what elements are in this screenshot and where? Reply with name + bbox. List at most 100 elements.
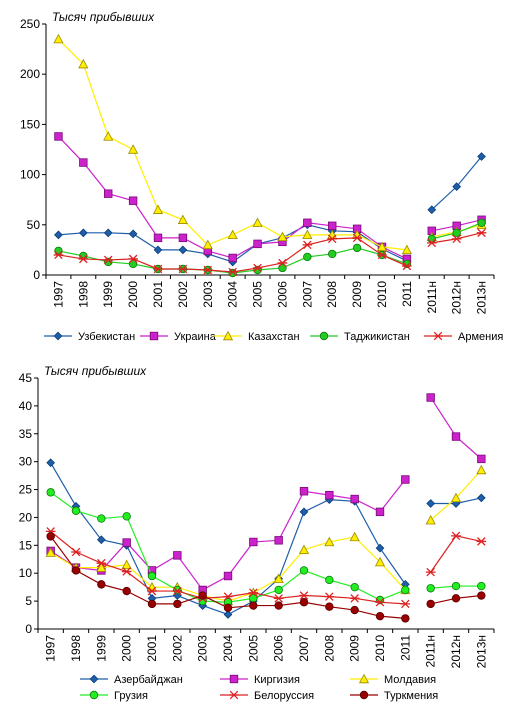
data-point — [177, 214, 188, 224]
data-point — [46, 458, 56, 468]
legend-item: Туркмения — [350, 690, 438, 702]
x-tick-label: 2009 — [348, 635, 362, 662]
data-point — [97, 580, 106, 589]
data-point — [350, 582, 359, 592]
data-point — [252, 263, 263, 273]
data-point — [298, 544, 310, 554]
y-tick-label: 5 — [25, 594, 32, 608]
data-point — [273, 594, 284, 603]
data-point — [198, 591, 207, 600]
y-tick-label: 15 — [19, 538, 33, 552]
data-point — [325, 575, 334, 585]
data-point — [121, 559, 132, 570]
x-tick-label: 2003 — [201, 281, 215, 308]
data-point — [402, 261, 412, 271]
data-point — [53, 250, 64, 260]
legend-item: Белоруссия — [220, 690, 314, 702]
series-Грузия — [46, 488, 486, 607]
y-tick-label: 45 — [19, 371, 33, 385]
data-point — [426, 599, 435, 609]
data-point — [252, 217, 263, 227]
x-tick-label: 2001 — [145, 635, 159, 662]
data-point — [451, 581, 461, 591]
data-point — [153, 233, 163, 243]
data-point — [401, 614, 410, 623]
data-point — [274, 585, 283, 595]
data-point — [476, 493, 486, 503]
data-point — [153, 264, 163, 274]
data-point — [477, 581, 486, 591]
data-point — [103, 255, 114, 265]
legend-label: Таджикистан — [344, 331, 410, 343]
legend-marker — [229, 690, 239, 700]
legend-label: Армения — [458, 331, 503, 343]
data-point — [122, 538, 131, 547]
data-point — [96, 562, 107, 572]
y-tick-label: 25 — [19, 483, 33, 497]
x-tick-label: 1998 — [69, 635, 83, 662]
data-point — [96, 558, 107, 568]
data-point — [173, 599, 182, 609]
data-point — [54, 230, 63, 240]
legend-label: Казахстан — [248, 331, 300, 343]
data-point — [352, 233, 362, 243]
y-tick-label: 150 — [20, 117, 40, 131]
data-point — [45, 547, 56, 557]
y-tick-label: 40 — [19, 399, 33, 413]
legend-item: Грузия — [80, 690, 148, 702]
data-point — [349, 531, 360, 542]
series-line — [430, 535, 482, 573]
x-tick-label: 2012н — [450, 281, 464, 314]
data-point — [451, 432, 461, 441]
legend-item: Молдавия — [350, 673, 436, 686]
data-point — [78, 58, 89, 69]
data-point — [274, 536, 283, 545]
chart-2: Тысяч прибывших 0 5 10 15 20 25 30 35 40 45 1997 199… — [19, 364, 495, 702]
data-point — [299, 598, 309, 607]
x-tick-label: 2007 — [297, 635, 311, 662]
data-point — [325, 602, 334, 611]
data-point — [303, 218, 312, 227]
data-point — [103, 131, 114, 141]
y-tick-label: 0 — [25, 622, 32, 636]
data-point — [426, 238, 437, 248]
x-tick-label: 2006 — [272, 635, 286, 662]
data-point — [97, 514, 106, 523]
legend: Узбекистан Украина Казахстан Таджикистан Арм… — [44, 330, 503, 343]
x-tick-label: 2003 — [196, 635, 210, 662]
data-point — [299, 591, 309, 600]
legend-marker — [433, 331, 443, 341]
legend-label: Молдавия — [384, 674, 436, 686]
data-point — [451, 531, 461, 541]
data-point — [223, 610, 233, 619]
data-point — [426, 584, 435, 593]
data-point — [71, 547, 81, 557]
data-point — [96, 535, 106, 545]
data-point — [277, 231, 288, 242]
legend-item: Узбекистан — [44, 331, 135, 343]
legend-label: Грузия — [114, 690, 148, 702]
x-tick-label: 1999 — [94, 635, 108, 662]
data-point — [303, 252, 312, 262]
data-point — [128, 254, 138, 264]
legend-item: Украина — [140, 331, 217, 343]
y-tick-label: 0 — [33, 268, 40, 282]
data-point — [253, 239, 262, 249]
data-point — [400, 599, 411, 609]
data-point — [223, 592, 233, 601]
data-point — [451, 594, 461, 603]
data-point — [128, 144, 139, 154]
data-point — [153, 245, 163, 255]
data-point — [299, 487, 309, 496]
legend-item: Азербайджан — [80, 674, 183, 686]
series-Армения — [53, 228, 487, 277]
y-tick-label: 30 — [19, 455, 33, 469]
series-Молдавия — [45, 464, 487, 606]
data-point — [178, 264, 188, 274]
data-point — [227, 229, 238, 240]
legend-item: Армения — [424, 331, 503, 343]
data-point — [375, 611, 385, 621]
data-point — [79, 158, 88, 167]
legend-marker — [89, 674, 99, 684]
x-tick-label: 2010 — [375, 281, 389, 308]
